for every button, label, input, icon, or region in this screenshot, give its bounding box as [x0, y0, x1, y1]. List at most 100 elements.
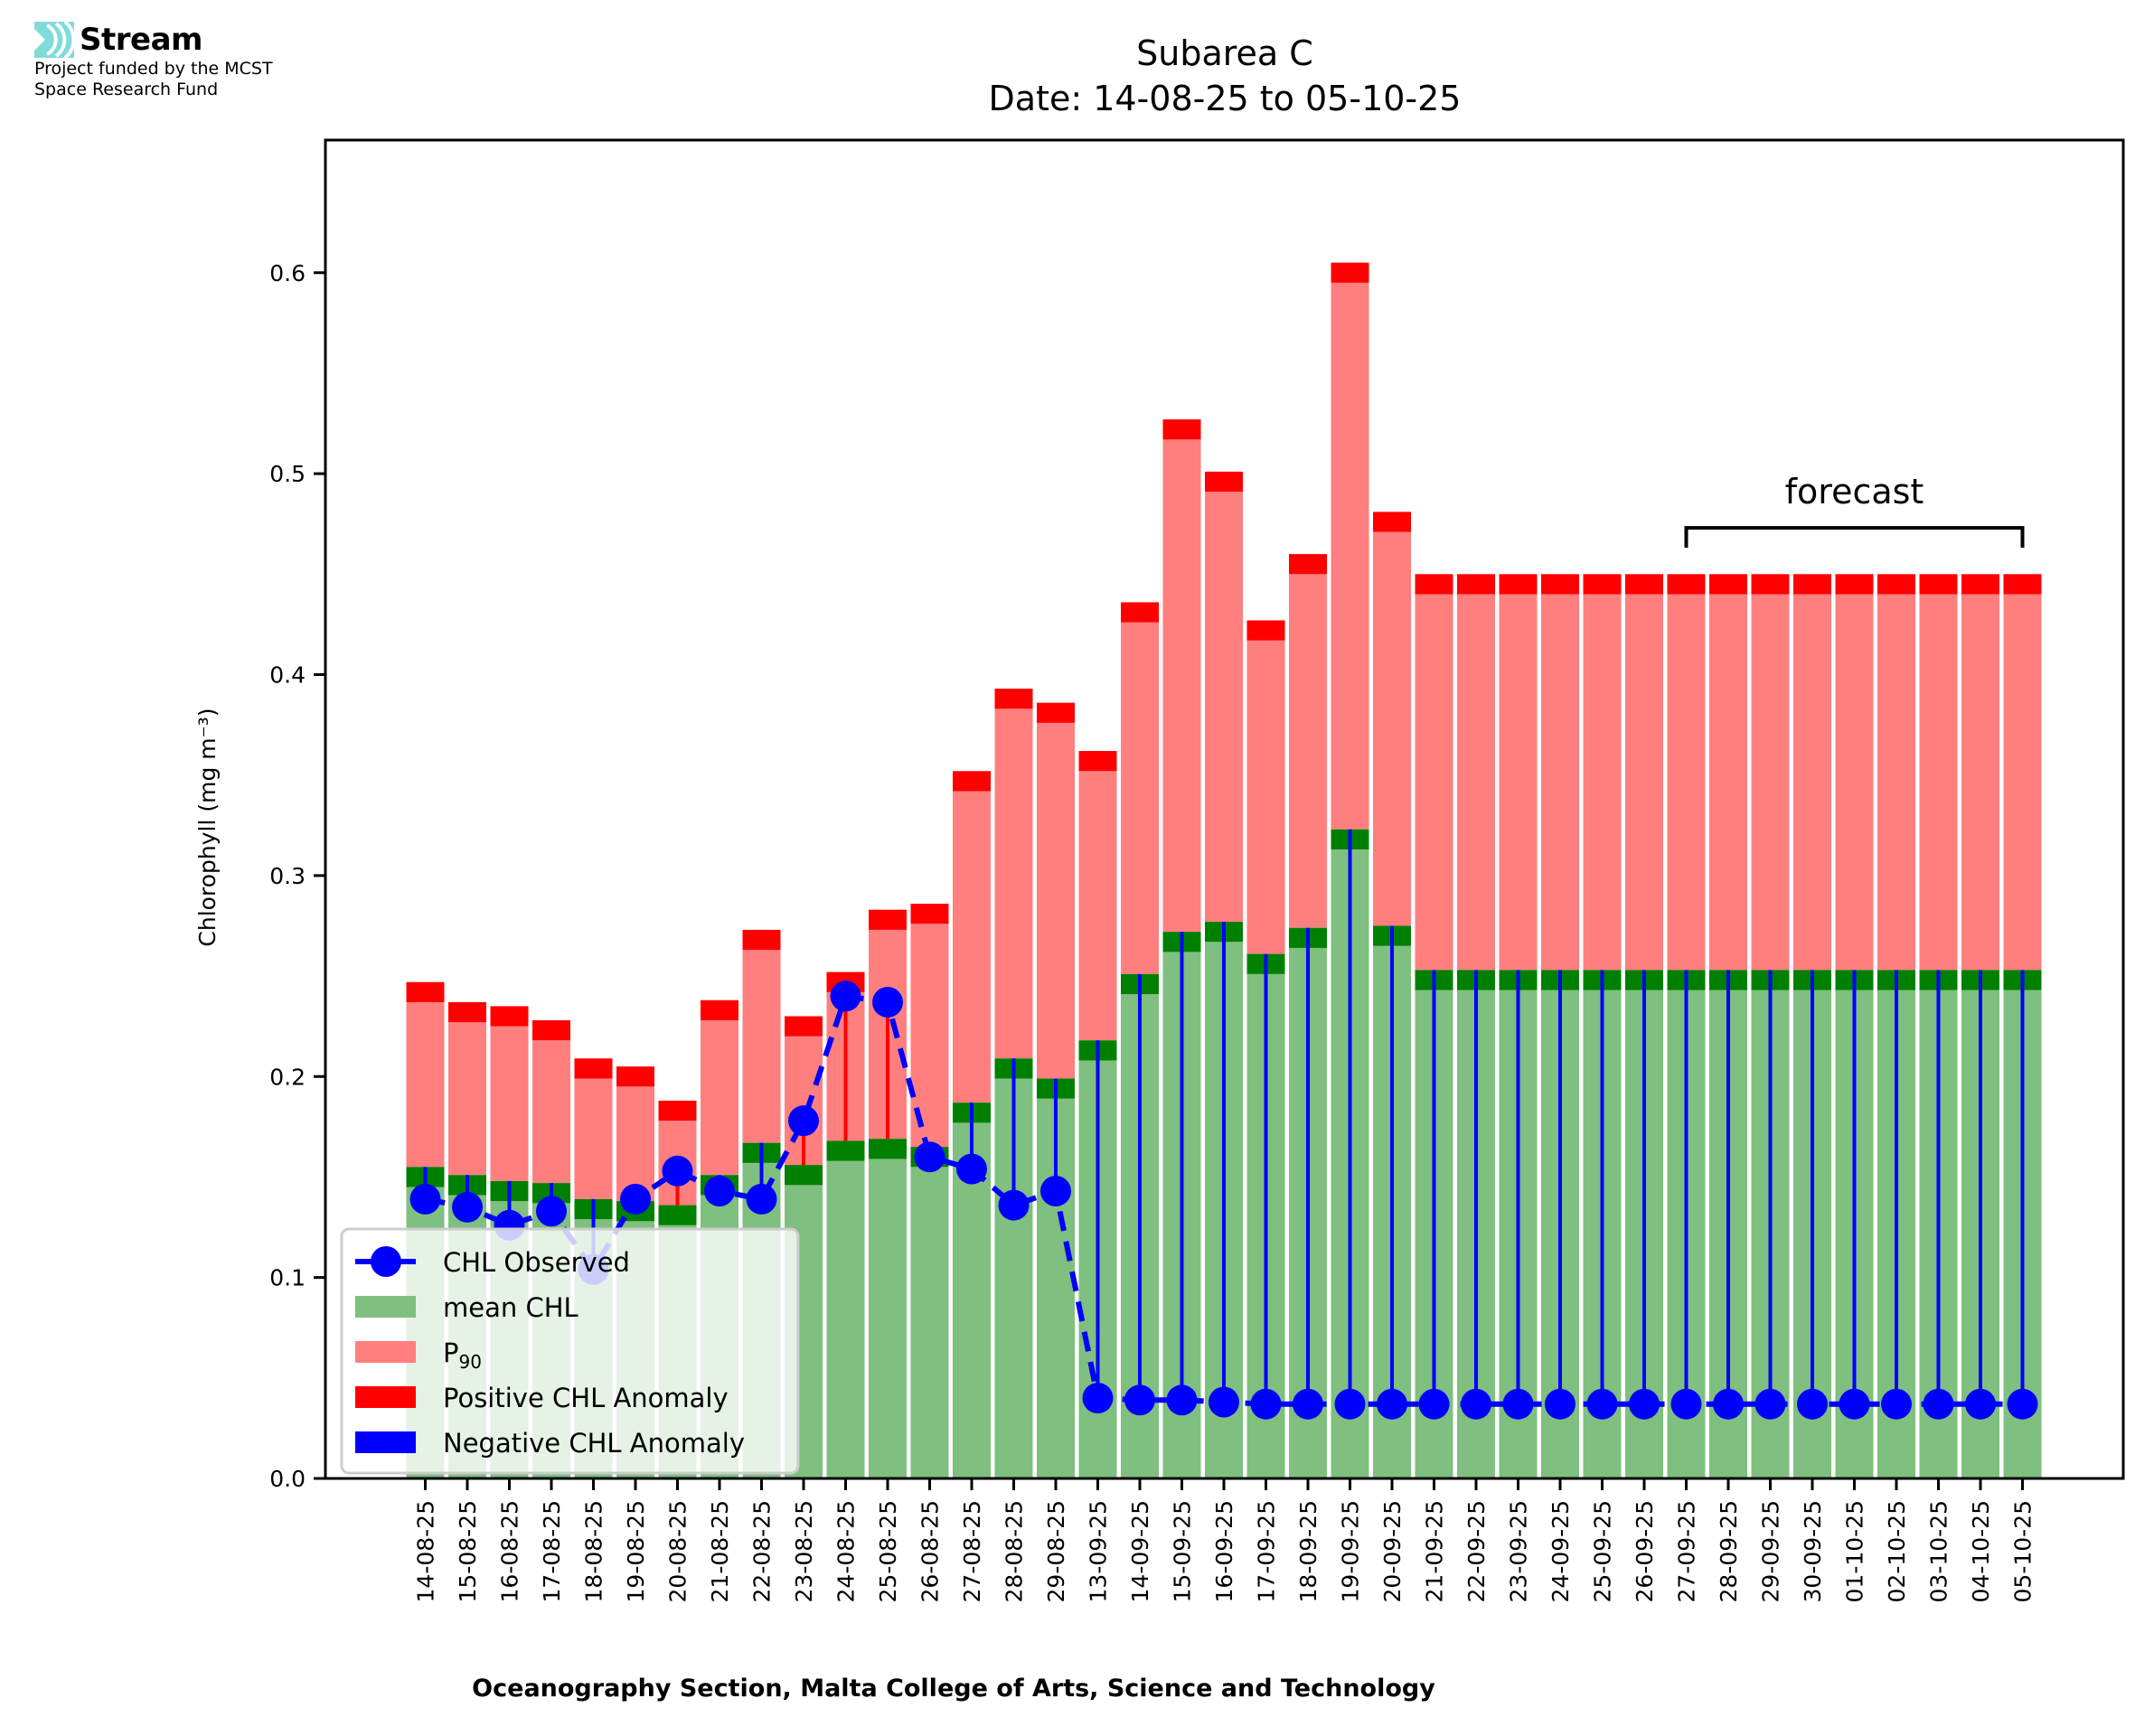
legend-patch-swatch — [355, 1296, 416, 1318]
mean-chl-bar — [869, 1159, 907, 1478]
positive-anomaly-band — [1289, 554, 1327, 575]
observed-point — [1502, 1388, 1534, 1420]
observed-point — [956, 1153, 987, 1185]
observed-point — [830, 981, 861, 1012]
legend-label: P90 — [443, 1337, 482, 1373]
observed-point — [1461, 1388, 1491, 1420]
p90-bar — [1583, 594, 1622, 971]
p90-bar — [1289, 574, 1327, 928]
x-tick-label: 21-08-25 — [707, 1500, 733, 1602]
positive-anomaly-band — [994, 689, 1033, 709]
stream-waves-icon — [34, 22, 74, 58]
p90-bar — [490, 1026, 529, 1181]
x-tick-label: 14-09-25 — [1127, 1500, 1153, 1602]
p90-bar — [1877, 594, 1915, 971]
positive-anomaly-band — [658, 1100, 697, 1121]
x-tick-label: 25-09-25 — [1590, 1500, 1616, 1602]
legend-patch-swatch — [355, 1431, 416, 1453]
positive-anomaly-band — [869, 909, 907, 930]
positive-anomaly-band — [785, 1016, 823, 1037]
positive-anomaly-band — [1625, 574, 1663, 595]
p90-bar — [1667, 594, 1706, 971]
p90-bar — [448, 1022, 486, 1176]
legend-label: Positive CHL Anomaly — [443, 1383, 729, 1413]
positive-anomaly-band — [1583, 574, 1622, 595]
p90-bar — [1037, 722, 1075, 1079]
positive-anomaly-band — [1457, 574, 1495, 595]
legend: CHL Observed mean CHL P90 Positive CHL Anom… — [340, 1227, 800, 1475]
legend-label: mean CHL — [443, 1292, 578, 1323]
p90-bar — [953, 791, 991, 1103]
observed-point — [662, 1155, 693, 1187]
x-tick-label: 15-09-25 — [1170, 1500, 1196, 1602]
funding-line-1: Project funded by the MCST — [34, 59, 273, 79]
observed-point — [1377, 1388, 1407, 1420]
p90-bar — [994, 708, 1033, 1059]
p90-bar — [1961, 594, 1999, 971]
positive-anomaly-band — [406, 981, 445, 1002]
observed-point — [2007, 1388, 2038, 1420]
forecast-annotation: forecast — [1684, 472, 2025, 549]
positive-anomaly-band — [1121, 602, 1159, 623]
legend-patch-swatch — [355, 1386, 416, 1408]
y-tick-label: 0.3 — [269, 863, 306, 889]
p90-bar — [742, 950, 781, 1143]
y-tick-label: 0.6 — [269, 260, 306, 286]
positive-anomaly-band — [1499, 574, 1538, 595]
x-tick-label: 16-08-25 — [497, 1500, 523, 1602]
observed-point — [1839, 1388, 1870, 1420]
positive-anomaly-band — [1835, 574, 1874, 595]
positive-anomaly-band — [1373, 511, 1411, 532]
observed-point — [1670, 1388, 1702, 1420]
observed-point — [998, 1189, 1030, 1221]
funding-line-2: Space Research Fund — [34, 80, 219, 99]
mean-band — [869, 1139, 907, 1159]
forecast-label: forecast — [1785, 472, 1924, 511]
y-tick-label: 0.5 — [269, 461, 306, 487]
p90-bar — [2003, 594, 2042, 971]
legend-label: Negative CHL Anomaly — [443, 1428, 745, 1459]
legend-label: CHL Observed — [443, 1247, 630, 1278]
mean-chl-bar — [826, 1160, 865, 1478]
positive-anomaly-band — [701, 999, 738, 1020]
x-tick-label: 01-10-25 — [1842, 1500, 1868, 1602]
y-axis-label: Chlorophyll (mg m⁻³) — [194, 708, 221, 946]
p90-bar — [574, 1078, 613, 1199]
x-tick-label: 22-09-25 — [1463, 1500, 1490, 1602]
x-tick-label: 29-09-25 — [1758, 1500, 1784, 1602]
observed-point — [1124, 1384, 1155, 1416]
p90-bar — [1121, 622, 1159, 974]
positive-anomaly-band — [1037, 702, 1075, 723]
observed-point — [620, 1183, 651, 1215]
p90-bar — [1331, 282, 1369, 830]
p90-bar — [701, 1019, 738, 1176]
x-tick-label: 05-10-25 — [2010, 1500, 2036, 1602]
x-tick-label: 30-09-25 — [1800, 1500, 1826, 1602]
positive-anomaly-band — [953, 771, 991, 792]
p90-bar — [1751, 594, 1790, 971]
y-axis: 0.0 0.1 0.2 0.3 0.4 0.5 0.6 — [269, 260, 325, 1492]
x-tick-label: 22-08-25 — [749, 1500, 776, 1602]
p90-bar — [1162, 439, 1201, 933]
p90-bar — [1373, 531, 1411, 926]
observed-point — [746, 1183, 777, 1215]
legend-patch-swatch — [355, 1341, 416, 1363]
positive-anomaly-band — [742, 929, 781, 951]
x-tick-label: 28-09-25 — [1716, 1500, 1742, 1602]
observed-point — [1250, 1388, 1282, 1420]
positive-anomaly-band — [574, 1058, 613, 1079]
positive-anomaly-band — [910, 904, 949, 924]
axes-frame — [324, 138, 2125, 1480]
p90-bar — [1078, 771, 1117, 1041]
observed-point — [452, 1191, 483, 1223]
positive-anomaly-band — [1793, 574, 1831, 595]
chart-subtitle: Date: 14-08-25 to 05-10-25 — [989, 79, 1462, 118]
p90-bar — [1835, 594, 1874, 971]
mean-chl-bar — [910, 1167, 949, 1478]
observed-point — [1881, 1388, 1912, 1420]
mean-band — [785, 1165, 823, 1186]
x-tick-label: 21-09-25 — [1422, 1500, 1448, 1602]
positive-anomaly-band — [490, 1006, 529, 1027]
observed-point — [1334, 1388, 1366, 1420]
